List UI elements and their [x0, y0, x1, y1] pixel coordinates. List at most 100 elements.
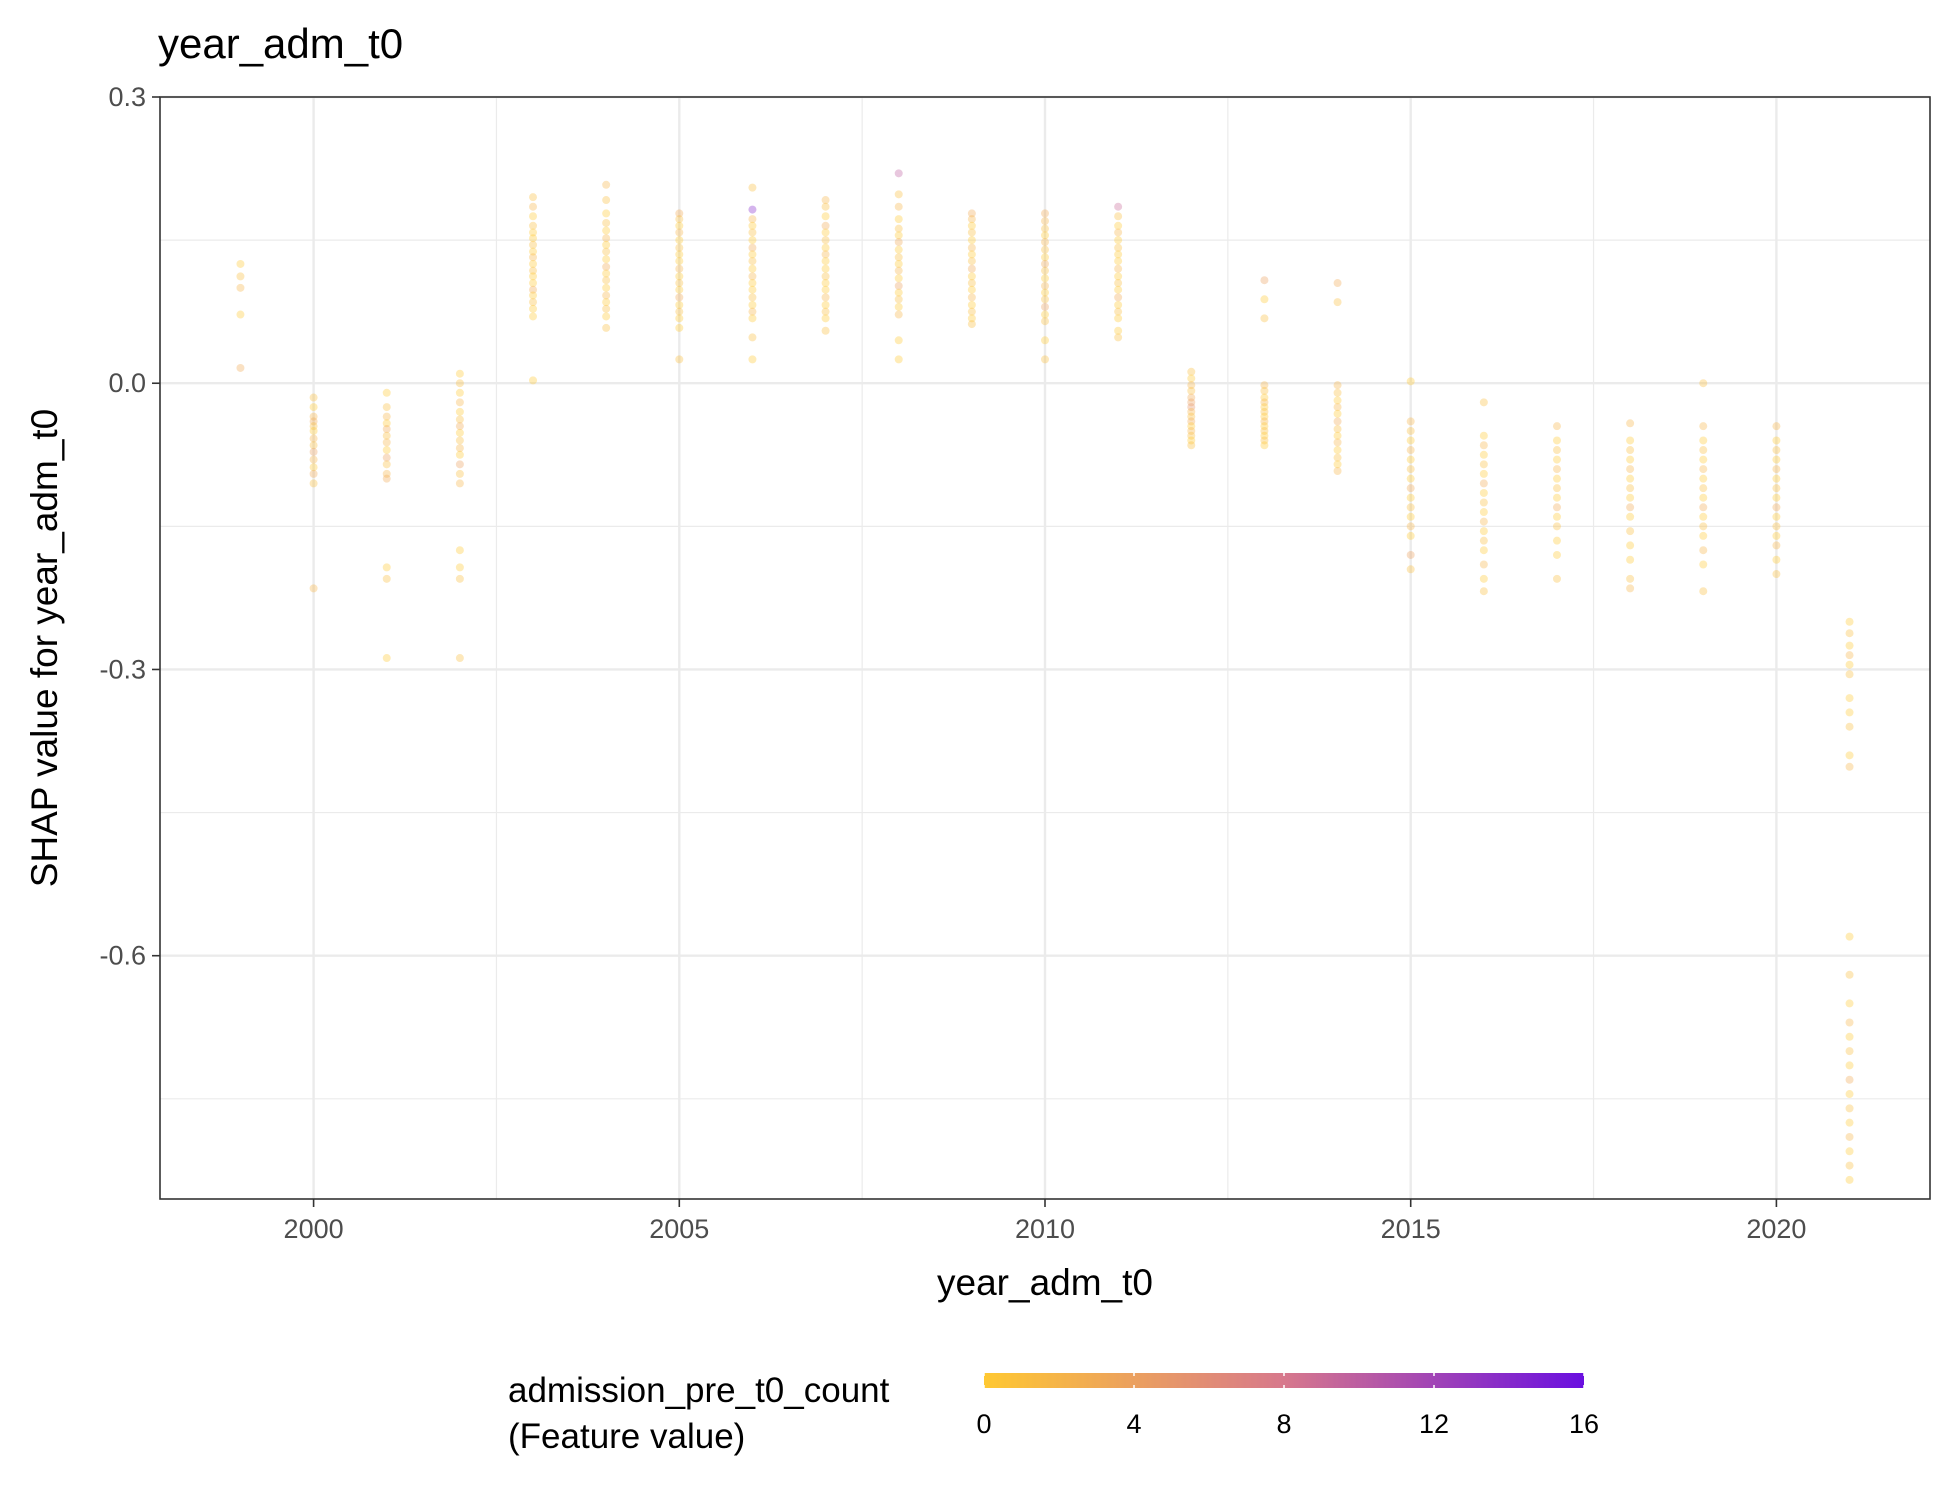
data-point — [1260, 393, 1269, 402]
data-point — [1626, 584, 1635, 593]
data-point — [675, 323, 684, 332]
data-point — [1406, 484, 1415, 493]
data-point — [1187, 381, 1196, 390]
data-point — [675, 243, 684, 252]
data-point — [1479, 560, 1488, 569]
data-point — [1114, 307, 1123, 316]
data-point — [1845, 660, 1854, 669]
data-point — [1114, 264, 1123, 273]
data-point — [1333, 425, 1342, 434]
data-point — [821, 221, 830, 230]
data-point — [602, 247, 611, 256]
data-point — [529, 240, 538, 249]
data-point — [1699, 493, 1708, 502]
data-point — [1772, 570, 1781, 579]
data-point — [675, 215, 684, 224]
data-point — [1479, 431, 1488, 440]
data-point — [894, 355, 903, 364]
data-point — [382, 460, 391, 469]
data-point — [382, 574, 391, 583]
data-point — [1260, 295, 1269, 304]
data-point — [1772, 541, 1781, 550]
x-tick-label: 2000 — [284, 1214, 344, 1244]
y-axis-title: SHAP value for year_adm_t0 — [24, 409, 65, 888]
data-point — [1626, 436, 1635, 445]
data-point — [1406, 446, 1415, 455]
data-point — [967, 300, 976, 309]
data-point — [236, 272, 245, 281]
data-point — [1333, 381, 1342, 390]
data-point — [1333, 396, 1342, 405]
data-point — [1626, 465, 1635, 474]
data-point — [1626, 512, 1635, 521]
data-point — [309, 441, 318, 450]
data-point — [1772, 465, 1781, 474]
data-point — [821, 300, 830, 309]
data-point — [1699, 422, 1708, 431]
data-point — [1845, 722, 1854, 731]
x-tick-label: 2020 — [1746, 1214, 1806, 1244]
data-point — [748, 293, 757, 302]
x-tick-label: 2015 — [1381, 1214, 1441, 1244]
data-point — [967, 257, 976, 266]
data-point — [1699, 560, 1708, 569]
data-point — [1552, 474, 1561, 483]
data-point — [1699, 446, 1708, 455]
data-point — [529, 247, 538, 256]
data-point — [1187, 407, 1196, 416]
data-point — [1041, 231, 1049, 240]
data-point — [1187, 426, 1196, 435]
data-point — [1552, 493, 1561, 502]
data-point — [1041, 217, 1049, 226]
data-point — [1552, 512, 1561, 521]
data-point — [1845, 651, 1854, 660]
data-point — [1333, 279, 1342, 288]
data-point — [1041, 266, 1049, 275]
data-point — [1552, 550, 1561, 559]
data-point — [1114, 314, 1123, 323]
data-point — [1114, 212, 1123, 221]
data-point — [821, 212, 830, 221]
y-tick-label: -0.6 — [99, 941, 146, 971]
data-point — [1845, 1132, 1854, 1141]
data-point — [748, 264, 757, 273]
data-point — [1479, 460, 1488, 469]
data-point — [967, 236, 976, 245]
data-point — [894, 253, 903, 262]
color-legend: admission_pre_t0_count (Feature value) 0… — [508, 1371, 1599, 1456]
legend-title-line1: admission_pre_t0_count — [508, 1371, 890, 1410]
data-point — [1041, 245, 1049, 254]
data-point — [602, 234, 611, 243]
data-point — [1114, 257, 1123, 266]
data-point — [675, 279, 684, 288]
data-point — [1845, 670, 1854, 679]
data-point — [1114, 333, 1123, 342]
data-point — [455, 369, 464, 378]
data-point — [382, 438, 391, 447]
data-point — [1845, 1118, 1854, 1127]
data-point — [1260, 403, 1269, 412]
data-point — [1114, 285, 1123, 294]
data-point — [748, 205, 757, 214]
data-point — [894, 190, 903, 199]
data-point — [1479, 517, 1488, 526]
data-point — [894, 288, 903, 297]
data-point — [309, 469, 318, 478]
data-point — [1187, 422, 1196, 431]
data-point — [1260, 407, 1269, 416]
data-point — [894, 231, 903, 240]
data-point — [821, 272, 830, 281]
data-point — [602, 304, 611, 313]
data-point — [894, 224, 903, 233]
data-point — [1114, 279, 1123, 288]
data-point — [455, 479, 464, 488]
y-tick-label: 0.3 — [108, 82, 146, 112]
data-point — [1479, 441, 1488, 450]
data-point — [1552, 574, 1561, 583]
data-point — [455, 563, 464, 572]
data-point — [602, 269, 611, 278]
data-point — [675, 314, 684, 323]
data-point — [309, 422, 318, 431]
data-point — [455, 574, 464, 583]
data-point — [602, 262, 611, 271]
